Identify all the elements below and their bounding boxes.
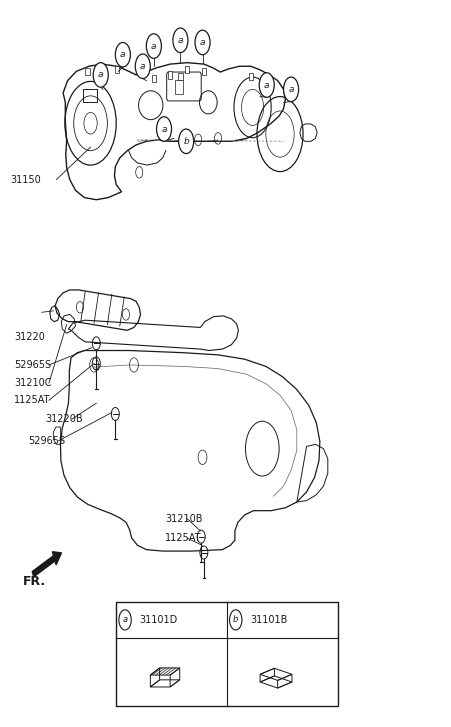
Circle shape <box>115 42 130 67</box>
Text: 31220: 31220 <box>14 332 45 342</box>
Text: 31220B: 31220B <box>46 414 83 424</box>
Text: 52965S: 52965S <box>28 435 65 446</box>
Bar <box>116 601 337 706</box>
Text: a: a <box>123 615 128 624</box>
Text: 31210C: 31210C <box>14 378 52 388</box>
Text: a: a <box>264 81 270 89</box>
Text: a: a <box>151 41 156 51</box>
Bar <box>185 65 189 73</box>
Circle shape <box>173 28 188 52</box>
Text: 1125AT: 1125AT <box>14 395 51 405</box>
Text: 31101B: 31101B <box>250 615 287 625</box>
Circle shape <box>195 31 210 55</box>
Text: FR.: FR. <box>23 575 46 588</box>
Bar <box>178 73 183 80</box>
Text: a: a <box>288 85 294 94</box>
Bar <box>83 89 97 103</box>
Text: 31101D: 31101D <box>139 615 178 625</box>
Text: 52965S: 52965S <box>14 360 51 370</box>
Text: 31210B: 31210B <box>165 513 202 523</box>
Bar <box>115 66 120 73</box>
Circle shape <box>146 33 161 58</box>
Text: 31150: 31150 <box>10 174 41 185</box>
Text: a: a <box>161 124 167 134</box>
Circle shape <box>284 77 299 102</box>
Text: b: b <box>233 615 239 624</box>
Text: 1125AT: 1125AT <box>165 533 202 543</box>
FancyArrow shape <box>32 552 61 577</box>
Bar <box>202 68 206 75</box>
Text: a: a <box>120 50 126 59</box>
Circle shape <box>119 610 131 630</box>
Text: a: a <box>98 71 103 79</box>
Bar <box>152 75 156 82</box>
Circle shape <box>135 54 150 79</box>
Circle shape <box>259 73 274 97</box>
Bar <box>85 68 90 75</box>
Text: a: a <box>178 36 183 45</box>
Circle shape <box>179 129 193 153</box>
Circle shape <box>93 63 108 87</box>
Circle shape <box>230 610 242 630</box>
Text: a: a <box>200 38 205 47</box>
Text: a: a <box>140 62 146 71</box>
Circle shape <box>156 117 171 141</box>
Text: b: b <box>183 137 189 146</box>
Bar <box>168 71 172 79</box>
Bar <box>175 80 183 95</box>
Bar <box>249 73 253 80</box>
